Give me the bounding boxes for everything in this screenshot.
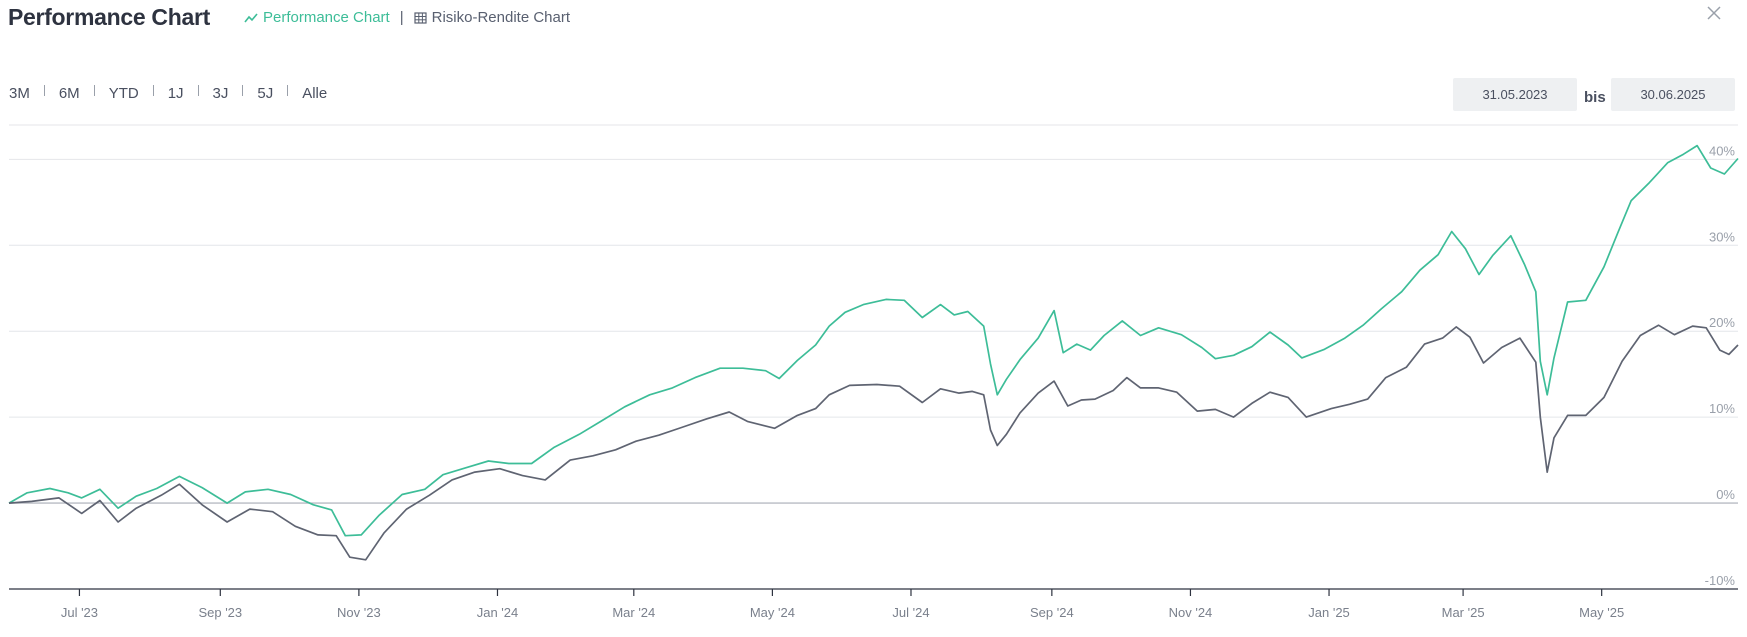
x-tick-label: Jul '23 bbox=[61, 605, 98, 620]
range-separator bbox=[197, 85, 199, 96]
tab-separator: | bbox=[399, 9, 404, 26]
x-tick-label: Nov '24 bbox=[1169, 605, 1213, 620]
tab-risiko-rendite-chart-label: Risiko-Rendite Chart bbox=[431, 9, 571, 26]
x-tick-label: Sep '23 bbox=[198, 605, 242, 620]
range-5j[interactable]: 5J bbox=[257, 85, 274, 102]
range-separator bbox=[242, 85, 244, 96]
series-line-gray bbox=[8, 324, 1739, 561]
chart-tabs: Performance Chart | Risiko-Rendite Chart bbox=[244, 9, 570, 26]
range-separator bbox=[93, 85, 95, 96]
x-tick-label: Jan '24 bbox=[477, 605, 519, 620]
y-tick-label: 0% bbox=[1716, 487, 1735, 502]
x-tick-label: Nov '23 bbox=[337, 605, 381, 620]
range-3m[interactable]: 3M bbox=[9, 85, 30, 102]
x-tick-label: Sep '24 bbox=[1030, 605, 1074, 620]
x-tick-label: May '24 bbox=[750, 605, 795, 620]
x-tick-label: Jan '25 bbox=[1308, 605, 1350, 620]
chart-grid: -10% 0% 10% 20% 30% 40% bbox=[9, 143, 1738, 588]
range-alle[interactable]: Alle bbox=[302, 85, 328, 102]
range-separator bbox=[287, 85, 289, 96]
tab-performance-chart-label: Performance Chart bbox=[263, 9, 390, 26]
y-tick-label: 20% bbox=[1709, 315, 1735, 330]
trend-line-icon bbox=[244, 12, 258, 22]
range-6m[interactable]: 6M bbox=[58, 85, 80, 102]
y-tick-label: 30% bbox=[1709, 229, 1735, 244]
x-tick-label: Jul '24 bbox=[892, 605, 929, 620]
range-3j[interactable]: 3J bbox=[212, 85, 229, 102]
range-separator bbox=[152, 85, 154, 96]
range-ytd[interactable]: YTD bbox=[108, 85, 139, 102]
date-range-separator: bis bbox=[1584, 89, 1606, 106]
x-tick-label: May '25 bbox=[1579, 605, 1624, 620]
grid-table-icon bbox=[414, 11, 427, 24]
y-tick-label: 40% bbox=[1709, 143, 1735, 158]
tab-risiko-rendite-chart[interactable]: Risiko-Rendite Chart bbox=[414, 9, 570, 26]
range-1j[interactable]: 1J bbox=[167, 85, 184, 102]
x-tick-label: Mar '25 bbox=[1442, 605, 1485, 620]
chart-series bbox=[8, 144, 1739, 561]
y-tick-label: -10% bbox=[1705, 573, 1736, 588]
tab-performance-chart[interactable]: Performance Chart bbox=[244, 9, 390, 26]
series-line-green bbox=[8, 144, 1739, 537]
chart-x-axis: Jul '23 Sep '23 Nov '23 Jan '24 Mar '24 May '… bbox=[9, 588, 1738, 620]
page-title: Performance Chart bbox=[8, 4, 210, 30]
time-range-selector: 3M 6M YTD 1J 3J 5J Alle bbox=[9, 85, 327, 102]
close-icon[interactable] bbox=[1706, 5, 1722, 21]
x-tick-label: Mar '24 bbox=[612, 605, 655, 620]
y-tick-label: 10% bbox=[1709, 401, 1735, 416]
date-to-field[interactable]: 30.06.2025 bbox=[1611, 78, 1735, 111]
range-separator bbox=[43, 85, 45, 96]
date-from-field[interactable]: 31.05.2023 bbox=[1453, 78, 1577, 111]
